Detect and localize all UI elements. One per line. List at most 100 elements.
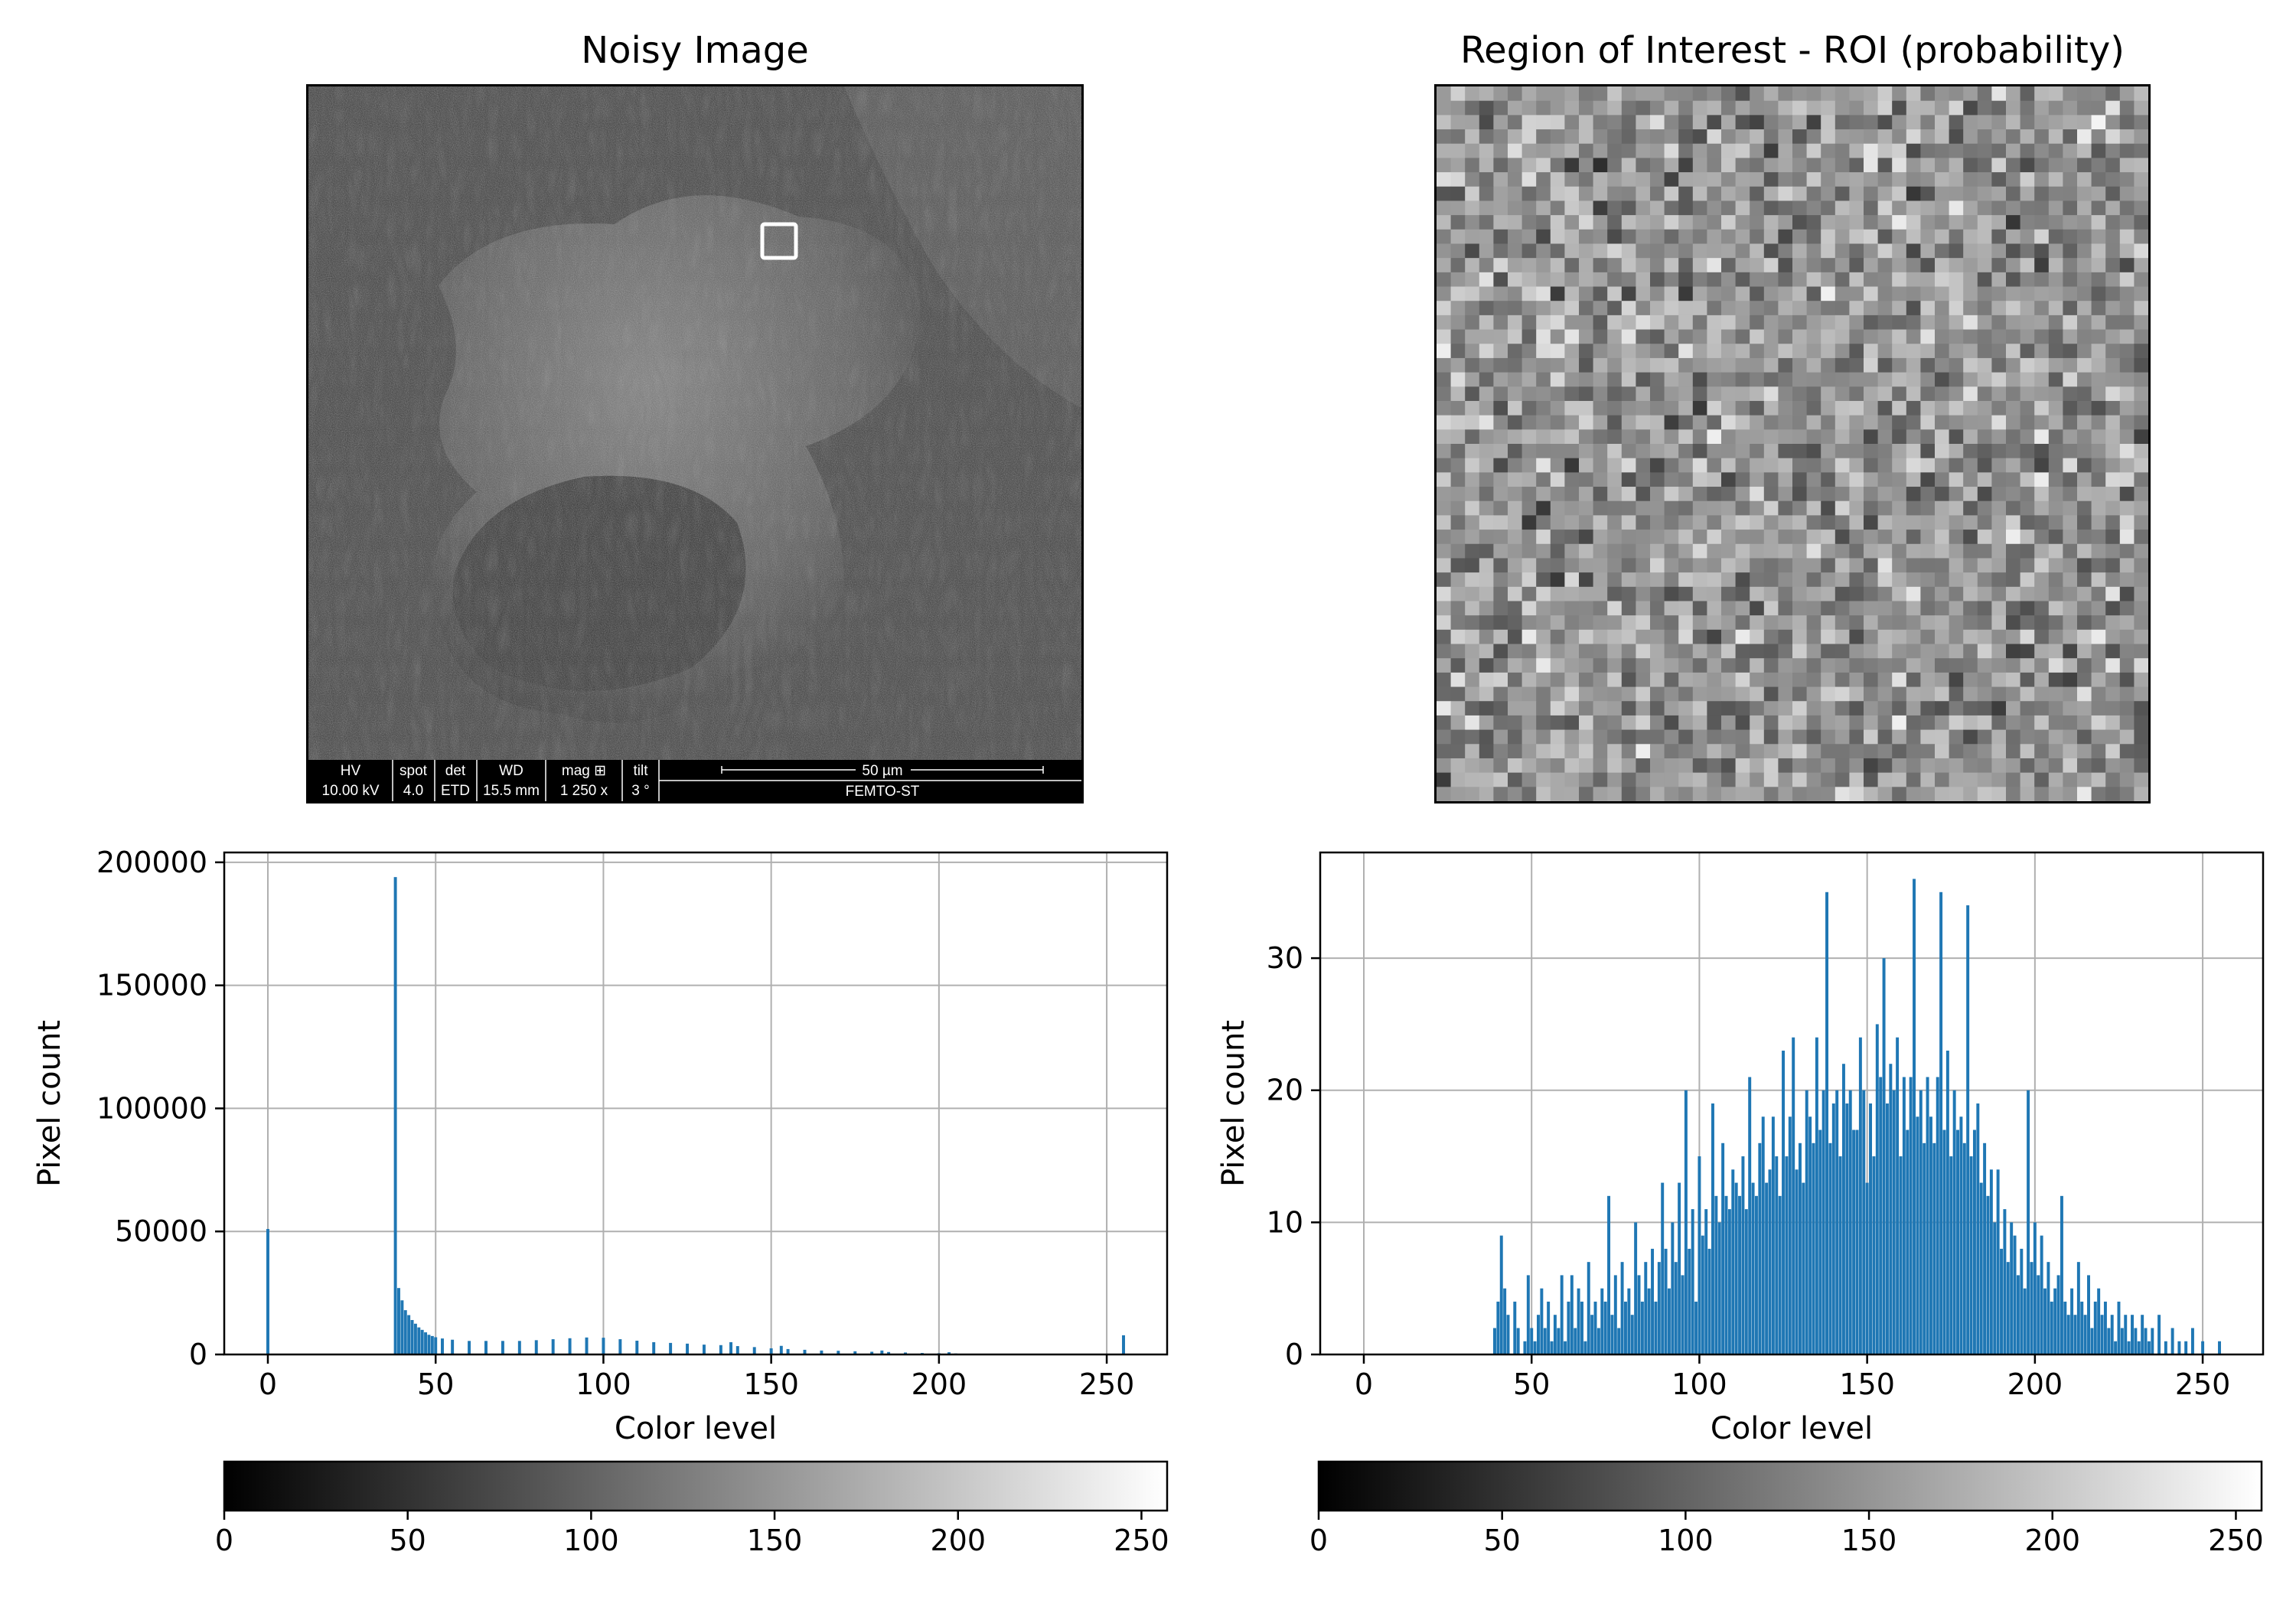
roi-pixel — [2119, 415, 2135, 430]
roi-pixel — [1920, 344, 1936, 359]
roi-pixel — [1664, 601, 1679, 616]
roi-pixel — [1778, 601, 1793, 616]
roi-pixel — [1607, 658, 1623, 673]
roi-pixel — [1963, 243, 1978, 259]
roi-pixel — [1864, 572, 1879, 588]
roi-pixel — [1877, 129, 1893, 145]
roi-pixel — [1763, 715, 1779, 731]
roi-pixel — [1636, 686, 1651, 702]
roi-pixel — [1437, 672, 1452, 688]
roi-pixel — [1550, 215, 1565, 230]
roi-pixel — [1835, 215, 1850, 230]
roi-pixel — [1835, 644, 1850, 659]
roi-pixel — [1479, 729, 1494, 745]
roi-pixel — [1564, 658, 1580, 673]
histogram-bar — [1560, 1275, 1564, 1354]
roi-pixel — [1450, 530, 1466, 545]
roi-pixel — [1835, 243, 1850, 259]
roi-pixel — [2034, 172, 2050, 187]
roi-pixel — [1707, 315, 1722, 331]
histogram-bar — [1707, 1248, 1711, 1354]
roi-pixel — [1508, 615, 1523, 631]
roi-pixel — [1892, 543, 1907, 559]
roi-pixel — [2020, 243, 2035, 259]
roi-pixel — [1493, 172, 1508, 187]
roi-pixel — [2105, 243, 2121, 259]
histogram-bar — [1694, 1301, 1698, 1354]
histogram-bar — [2147, 1341, 2151, 1354]
roi-pixel — [2105, 543, 2121, 559]
roi-pixel — [1607, 315, 1623, 331]
roi-pixel — [1792, 558, 1808, 573]
roi-pixel — [1465, 515, 1480, 530]
roi-pixel — [1778, 100, 1793, 116]
roi-pixel — [1778, 787, 1793, 801]
roi-pixel — [1437, 329, 1452, 344]
roi-pixel — [1493, 615, 1508, 631]
roi-pixel — [1621, 158, 1636, 173]
roi-pixel — [1508, 686, 1523, 702]
roi-pixel — [2134, 100, 2148, 116]
roi-pixel — [1849, 615, 1864, 631]
roi-pixel — [1792, 386, 1808, 402]
roi-pixel — [1636, 472, 1651, 487]
roi-pixel — [1949, 200, 1964, 216]
roi-pixel — [1792, 787, 1808, 801]
roi-pixel — [1949, 143, 1964, 158]
roi-pixel — [1564, 515, 1580, 530]
roi-pixel — [1792, 143, 1808, 158]
roi-pixel — [1521, 86, 1537, 102]
roi-pixel — [2063, 143, 2078, 158]
roi-pixel — [2063, 243, 2078, 259]
roi-pixel — [1521, 258, 1537, 273]
roi-pixel — [2134, 543, 2148, 559]
roi-pixel — [2034, 615, 2050, 631]
histogram-bar — [1949, 1156, 1953, 1354]
roi-pixel — [1508, 429, 1523, 445]
roi-pixel — [2134, 701, 2148, 716]
histogram-bar — [1896, 1037, 1900, 1354]
roi-pixel — [2020, 530, 2035, 545]
roi-pixel — [2105, 372, 2121, 387]
roi-pixel — [1636, 400, 1651, 416]
roi-pixel — [1991, 444, 2007, 459]
roi-pixel — [2119, 372, 2135, 387]
histogram-bar — [1919, 1090, 1923, 1354]
roi-pixel — [1750, 172, 1765, 187]
roi-pixel — [2048, 543, 2063, 559]
roi-pixel — [1564, 686, 1580, 702]
roi-pixel — [1536, 500, 1551, 516]
roi-pixel — [1949, 315, 1964, 331]
roi-pixel — [1906, 344, 1921, 359]
histogram-bar — [1596, 1328, 1600, 1354]
roi-pixel — [1692, 200, 1707, 216]
roi-pixel — [2134, 444, 2148, 459]
roi-pixel — [1963, 644, 1978, 659]
roi-pixel — [1579, 686, 1594, 702]
roi-pixel — [1864, 530, 1879, 545]
roi-pixel — [1721, 658, 1737, 673]
roi-pixel — [1664, 744, 1679, 759]
roi-pixel — [1977, 286, 1992, 302]
roi-pixel — [1835, 572, 1850, 588]
roi-pixel — [1721, 586, 1737, 602]
roi-pixel — [1877, 729, 1893, 745]
roi-pixel — [1977, 500, 1992, 516]
roi-pixel — [1849, 644, 1864, 659]
histogram-bar — [1637, 1275, 1641, 1354]
histogram-bar — [735, 1346, 739, 1354]
roi-pixel — [1763, 357, 1779, 373]
roi-pixel — [1607, 286, 1623, 302]
roi-pixel — [1607, 301, 1623, 316]
roi-pixel — [1949, 158, 1964, 173]
roi-pixel — [2077, 644, 2092, 659]
roi-pixel — [1963, 686, 1978, 702]
roi-pixel — [1593, 530, 1608, 545]
roi-pixel — [1579, 100, 1594, 116]
roi-pixel — [1991, 715, 2007, 731]
histogram-bar — [2076, 1262, 2080, 1354]
roi-pixel — [1949, 558, 1964, 573]
roi-pixel — [1778, 301, 1793, 316]
roi-pixel — [1849, 329, 1864, 344]
roi-pixel — [1806, 143, 1821, 158]
